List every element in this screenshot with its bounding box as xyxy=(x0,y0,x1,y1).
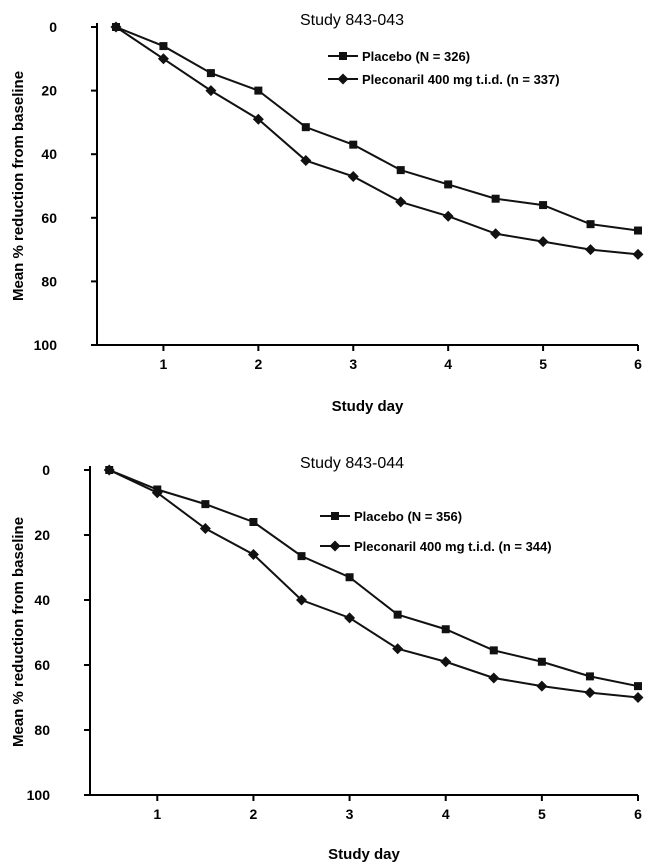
series-line xyxy=(115,26,639,256)
y-tick-label: 20 xyxy=(41,83,57,99)
series-pleconaril xyxy=(110,21,644,260)
data-point xyxy=(301,123,310,132)
data-point xyxy=(205,85,217,97)
series-placebo xyxy=(111,23,642,235)
data-point xyxy=(395,196,407,208)
legend-item: Placebo (N = 326) xyxy=(328,49,470,64)
legend-label: Placebo (N = 326) xyxy=(362,49,470,64)
data-point xyxy=(157,53,169,65)
legend-label: Pleconaril 400 mg t.i.d. (n = 337) xyxy=(362,72,560,87)
y-tick-label: 0 xyxy=(42,462,50,478)
data-point xyxy=(444,180,453,189)
x-tick-label: 1 xyxy=(153,806,161,822)
y-tick-label: 20 xyxy=(34,527,50,543)
chart-panel-1: Study 843-043 0 20 40 60 80 100 1 2 3 4 5 6 Study day… xyxy=(10,12,644,415)
chart-panel-2: Study 843-044 0 20 40 60 80 100 1 2 3 4 5 6 Study day… xyxy=(10,455,644,863)
data-point xyxy=(297,552,306,561)
y-tick-label: 0 xyxy=(49,19,57,35)
legend-item: Placebo (N = 356) xyxy=(320,509,462,524)
y-tick-label: 60 xyxy=(41,210,57,226)
data-point xyxy=(110,21,122,33)
data-point xyxy=(489,646,498,655)
x-tick-label: 5 xyxy=(539,356,547,372)
legend-label: Placebo (N = 356) xyxy=(354,509,462,524)
x-axis-title: Study day xyxy=(332,398,404,415)
data-point xyxy=(345,573,354,582)
data-point xyxy=(442,210,454,222)
data-point xyxy=(344,612,356,624)
series-pleconaril xyxy=(103,464,644,703)
y-tick-label: 80 xyxy=(41,273,57,289)
data-point xyxy=(249,518,258,526)
x-tick-label: 4 xyxy=(444,356,452,372)
series-line xyxy=(115,26,639,232)
x-tick-label: 6 xyxy=(634,806,642,822)
data-point xyxy=(584,687,596,699)
data-point xyxy=(300,155,312,167)
x-tick-label: 4 xyxy=(442,806,450,822)
data-point xyxy=(151,487,163,499)
x-tick-label: 2 xyxy=(250,806,258,822)
series-line xyxy=(108,469,639,699)
y-tick-label: 80 xyxy=(34,722,50,738)
y-axis-title: Mean % reduction from baseline xyxy=(10,517,27,747)
series-line xyxy=(108,469,639,688)
data-point xyxy=(440,656,452,668)
legend-label: Pleconaril 400 mg t.i.d. (n = 344) xyxy=(354,539,552,554)
legend-marker xyxy=(329,540,341,552)
data-point xyxy=(393,610,402,619)
data-point xyxy=(634,226,642,235)
data-point xyxy=(103,464,115,476)
data-point xyxy=(490,228,502,240)
y-tick-label: 100 xyxy=(27,787,51,803)
legend-item: Pleconaril 400 mg t.i.d. (n = 337) xyxy=(328,72,560,87)
series-placebo xyxy=(105,466,642,691)
data-point xyxy=(539,201,548,210)
x-tick-label: 6 xyxy=(634,356,642,372)
x-tick-label: 2 xyxy=(254,356,262,372)
data-point xyxy=(247,549,259,560)
data-point xyxy=(585,244,597,256)
data-point xyxy=(586,220,595,229)
data-point xyxy=(392,643,404,655)
data-point xyxy=(396,166,405,175)
data-point xyxy=(536,680,548,692)
chart-title: Study 843-043 xyxy=(300,12,404,29)
data-point xyxy=(491,194,500,203)
data-point xyxy=(349,140,358,149)
data-point xyxy=(632,692,644,703)
y-tick-label: 40 xyxy=(41,146,57,162)
data-point xyxy=(199,523,211,534)
data-point xyxy=(585,672,594,681)
x-tick-label: 3 xyxy=(346,806,354,822)
x-axis-title: Study day xyxy=(328,846,400,863)
x-tick-label: 3 xyxy=(349,356,357,372)
data-point xyxy=(254,86,263,95)
legend-marker xyxy=(331,512,339,520)
y-tick-label: 60 xyxy=(34,657,50,673)
data-point xyxy=(537,236,549,248)
data-point xyxy=(201,500,210,509)
legend-marker xyxy=(337,73,349,85)
data-point xyxy=(206,69,215,78)
y-tick-label: 100 xyxy=(34,337,58,353)
y-tick-label: 40 xyxy=(34,592,50,608)
x-tick-label: 1 xyxy=(160,356,168,372)
data-point xyxy=(537,657,546,666)
data-point xyxy=(441,625,450,634)
y-axis-title: Mean % reduction from baseline xyxy=(10,71,27,301)
data-point xyxy=(347,170,359,182)
legend-marker xyxy=(339,52,347,60)
data-point xyxy=(634,682,642,691)
data-point xyxy=(252,113,264,125)
data-point xyxy=(159,42,168,51)
chart-title: Study 843-044 xyxy=(300,455,404,472)
data-point xyxy=(296,594,308,606)
x-tick-label: 5 xyxy=(538,806,546,822)
data-point xyxy=(488,672,500,684)
legend-item: Pleconaril 400 mg t.i.d. (n = 344) xyxy=(320,539,552,554)
data-point xyxy=(632,248,644,260)
